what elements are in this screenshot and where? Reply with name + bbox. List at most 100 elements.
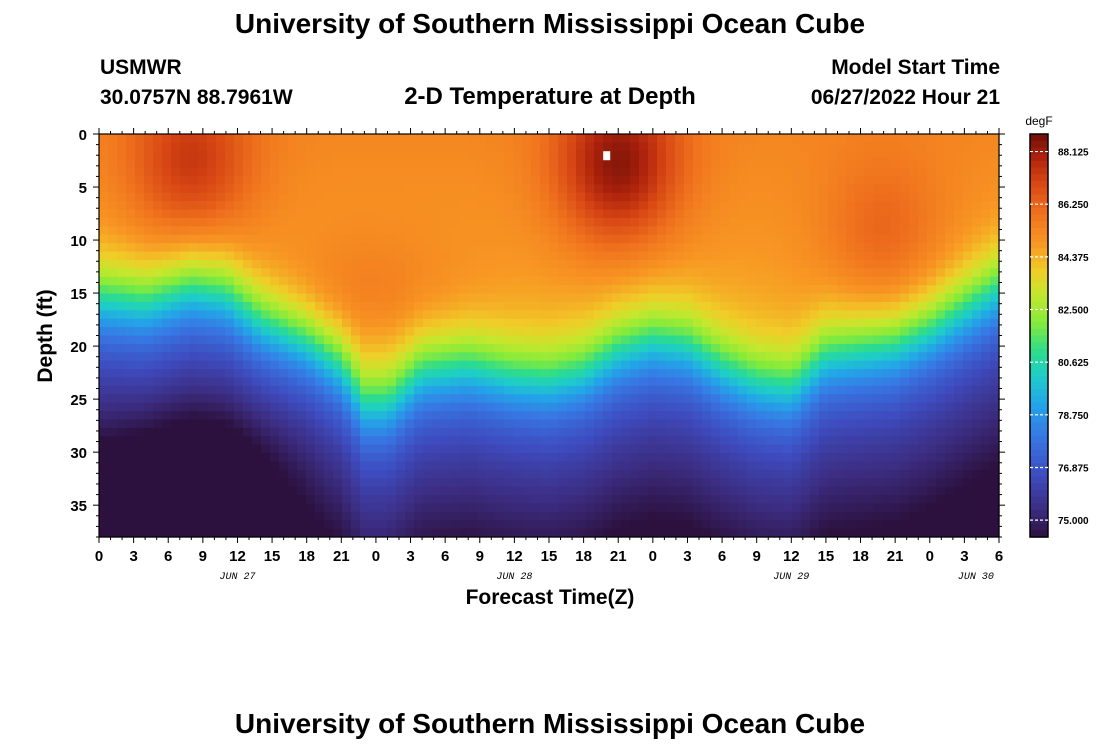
heatmap-cell xyxy=(576,184,586,194)
heatmap-cell xyxy=(801,175,811,185)
heatmap-cell xyxy=(873,478,883,488)
heatmap-cell xyxy=(990,411,1000,421)
heatmap-cell xyxy=(783,478,793,488)
heatmap-cell xyxy=(522,478,532,488)
heatmap-cell xyxy=(693,217,703,227)
heatmap-cell xyxy=(495,436,505,446)
heatmap-cell xyxy=(414,520,424,530)
heatmap-cell xyxy=(855,234,865,244)
heatmap-cell xyxy=(270,209,280,219)
heatmap-cell xyxy=(234,503,244,513)
heatmap-cell xyxy=(936,209,946,219)
heatmap-cell xyxy=(144,318,154,328)
heatmap-cell xyxy=(729,259,739,269)
heatmap-cell xyxy=(207,503,217,513)
heatmap-cell xyxy=(324,478,334,488)
heatmap-cell xyxy=(486,201,496,211)
heatmap-cell xyxy=(540,209,550,219)
heatmap-cell xyxy=(414,469,424,479)
heatmap-cell xyxy=(315,411,325,421)
heatmap-cell xyxy=(783,402,793,412)
heatmap-cell xyxy=(801,209,811,219)
heatmap-cell xyxy=(549,234,559,244)
heatmap-cell xyxy=(495,226,505,236)
heatmap-cell xyxy=(144,343,154,353)
heatmap-cell xyxy=(261,495,271,505)
heatmap-cell xyxy=(405,444,415,454)
heatmap-cell xyxy=(873,444,883,454)
heatmap-cell xyxy=(387,453,397,463)
heatmap-cell xyxy=(684,134,694,143)
heatmap-cell xyxy=(405,394,415,404)
heatmap-cell xyxy=(495,486,505,496)
heatmap-cell xyxy=(819,226,829,236)
heatmap-cell xyxy=(486,377,496,387)
heatmap-cell xyxy=(342,268,352,278)
heatmap-cell xyxy=(468,259,478,269)
heatmap-cell xyxy=(261,201,271,211)
heatmap-cell xyxy=(414,478,424,488)
heatmap-cell xyxy=(216,184,226,194)
heatmap-cell xyxy=(639,360,649,370)
heatmap-cell xyxy=(621,511,631,521)
heatmap-cell xyxy=(801,134,811,143)
heatmap-cell xyxy=(126,192,136,202)
heatmap-cell xyxy=(738,184,748,194)
heatmap-cell xyxy=(702,444,712,454)
heatmap-cell xyxy=(405,285,415,295)
heatmap-cell xyxy=(891,209,901,219)
heatmap-cell xyxy=(756,369,766,379)
heatmap-cell xyxy=(198,276,208,286)
heatmap-cell xyxy=(135,419,145,429)
heatmap-cell xyxy=(846,276,856,286)
heatmap-cell xyxy=(576,528,586,538)
heatmap-cell xyxy=(99,427,109,437)
heatmap-cell xyxy=(603,268,613,278)
heatmap-cell xyxy=(288,234,298,244)
heatmap-cell xyxy=(495,243,505,253)
heatmap-cell xyxy=(135,150,145,160)
heatmap-cell xyxy=(765,486,775,496)
heatmap-cell xyxy=(405,402,415,412)
heatmap-cell xyxy=(477,159,487,169)
heatmap-cell xyxy=(990,335,1000,345)
heatmap-cell xyxy=(486,159,496,169)
heatmap-cell xyxy=(315,276,325,286)
heatmap-cell xyxy=(837,175,847,185)
heatmap-cell xyxy=(549,411,559,421)
heatmap-cell xyxy=(720,419,730,429)
heatmap-cell xyxy=(990,243,1000,253)
heatmap-cell xyxy=(684,486,694,496)
heatmap-cell xyxy=(261,226,271,236)
heatmap-cell xyxy=(450,217,460,227)
heatmap-cell xyxy=(693,285,703,295)
heatmap-cell xyxy=(297,394,307,404)
heatmap-cell xyxy=(972,293,982,303)
heatmap-cell xyxy=(711,478,721,488)
heatmap-cell xyxy=(774,175,784,185)
heatmap-cell xyxy=(162,301,172,311)
heatmap-cell xyxy=(288,478,298,488)
heatmap-cell xyxy=(225,411,235,421)
heatmap-cell xyxy=(243,201,253,211)
heatmap-cell xyxy=(738,352,748,362)
heatmap-cell xyxy=(315,444,325,454)
heatmap-cell xyxy=(441,461,451,471)
heatmap-cell xyxy=(459,528,469,538)
heatmap-cell xyxy=(288,360,298,370)
heatmap-cell xyxy=(720,301,730,311)
heatmap-cell xyxy=(792,352,802,362)
heatmap-cell xyxy=(675,343,685,353)
heatmap-cell xyxy=(954,259,964,269)
heatmap-cell xyxy=(630,301,640,311)
heatmap-cell xyxy=(288,209,298,219)
heatmap-cell xyxy=(252,251,262,261)
heatmap-cell xyxy=(927,335,937,345)
heatmap-cell xyxy=(441,394,451,404)
heatmap-cell xyxy=(918,268,928,278)
heatmap-cell xyxy=(828,369,838,379)
heatmap-cell xyxy=(963,511,973,521)
heatmap-cell xyxy=(225,301,235,311)
heatmap-cell xyxy=(738,301,748,311)
heatmap-cell xyxy=(657,327,667,337)
